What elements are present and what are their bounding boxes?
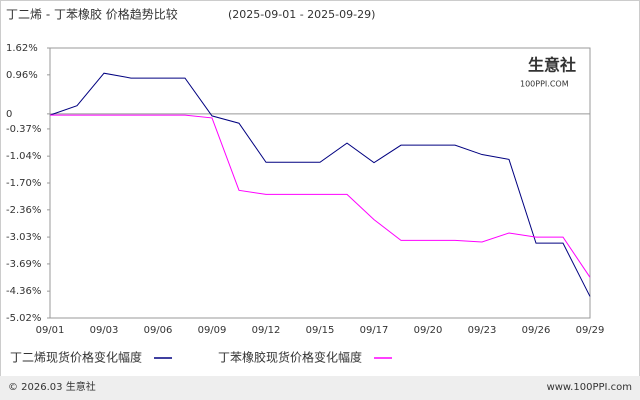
footer-text: © 2026.03 生意社 [8, 380, 96, 393]
y-tick-label: -3.03% [6, 232, 41, 243]
x-tick-label: 09/17 [360, 325, 389, 336]
watermark: 100PPI.COM [520, 80, 569, 89]
y-tick-label: -1.70% [6, 178, 41, 189]
legend-label: 丁二烯现货价格变化幅度 [10, 350, 142, 365]
y-tick-label: -3.69% [6, 259, 41, 270]
y-tick-label: -1.04% [6, 151, 41, 162]
watermark: 生意社 [528, 56, 576, 75]
y-tick-label: 1.62% [6, 43, 38, 54]
y-tick-label: -0.37% [6, 124, 41, 135]
legend-label: 丁苯橡胶现货价格变化幅度 [218, 350, 362, 365]
footer-bar [0, 376, 640, 400]
footer-text: www.100PPI.com [547, 382, 632, 393]
y-tick-label: 0.96% [6, 70, 38, 81]
x-tick-label: 09/29 [576, 325, 605, 336]
x-tick-label: 09/26 [522, 325, 551, 336]
series-line [49, 72, 591, 297]
y-tick-label: -5.02% [6, 313, 41, 324]
x-tick-label: 09/23 [468, 325, 497, 336]
x-tick-label: 09/12 [252, 325, 281, 336]
y-tick-label: -4.36% [6, 286, 41, 297]
x-tick-label: 09/01 [36, 325, 65, 336]
chart-title: 丁二烯 - 丁苯橡胶 价格趋势比较 [6, 7, 178, 22]
x-tick-label: 09/06 [144, 325, 173, 336]
series-line [50, 114, 591, 278]
x-tick-label: 09/15 [306, 325, 335, 336]
x-tick-label: 09/20 [414, 325, 443, 336]
chart-subtitle: (2025-09-01 - 2025-09-29) [228, 8, 375, 21]
x-tick-label: 09/09 [198, 325, 227, 336]
y-tick-label: 0 [6, 109, 12, 120]
x-tick-label: 09/03 [90, 325, 119, 336]
y-tick-label: -2.36% [6, 205, 41, 216]
